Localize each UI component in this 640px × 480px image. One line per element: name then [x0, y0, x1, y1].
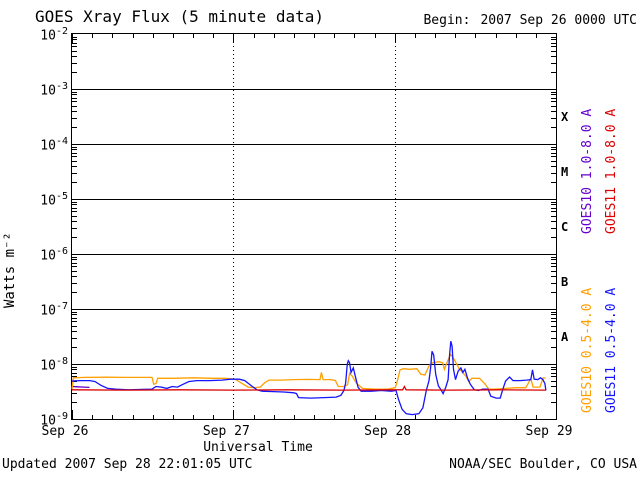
begin-value: 2007 Sep 26 0000 UTC [480, 13, 637, 28]
y-tick-label: 10-9 [40, 411, 68, 429]
series-goes10-0-5-4-0-a [71, 353, 546, 390]
series-goes10-1-0-8-0-a [71, 385, 90, 389]
y-tick-label: 10-7 [40, 301, 68, 319]
page-title: GOES Xray Flux (5 minute data) [35, 7, 324, 26]
y-axis-label: Watts m⁻² [2, 232, 18, 308]
series-goes11-0-5-4-0-a [71, 341, 547, 416]
updated-timestamp: Updated 2007 Sep 28 22:01:05 UTC [2, 457, 253, 472]
plot-border [71, 33, 557, 420]
flare-class-letter-c: C [561, 219, 569, 234]
y-tick-label: 10-4 [40, 136, 68, 154]
x-tick-label: Sep 28 [364, 424, 412, 439]
y-tick-label: 10-3 [40, 81, 68, 99]
x-axis-label: Universal Time [203, 440, 313, 455]
legend-goes11-0-5-4-0-a: GOES11 0.5-4.0 A [604, 287, 619, 413]
y-tick-label: 10-8 [40, 356, 68, 374]
begin-label: Begin: [423, 13, 471, 28]
y-tick-label: 10-5 [40, 191, 68, 209]
y-tick-label: 10-2 [40, 26, 68, 44]
x-tick-label: Sep 27 [202, 424, 250, 439]
flare-class-letter-a: A [561, 329, 569, 344]
flare-class-letter-m: M [561, 164, 569, 179]
source-attribution: NOAA/SEC Boulder, CO USA [449, 457, 637, 472]
series-goes11-1-0-8-0-a [71, 385, 546, 391]
legend-goes11-1-0-8-0-a: GOES11 1.0-8.0 A [604, 108, 619, 234]
flare-class-letter-b: B [561, 274, 569, 289]
y-tick-label: 10-6 [40, 246, 68, 264]
legend-goes10-1-0-8-0-a: GOES10 1.0-8.0 A [580, 108, 595, 234]
x-tick-label: Sep 26 [41, 424, 89, 439]
flare-class-letter-x: X [561, 109, 569, 124]
x-tick-label: Sep 29 [525, 424, 573, 439]
begin-timestamp: Begin: 2007 Sep 26 0000 UTC [423, 13, 637, 28]
legend-goes10-0-5-4-0-a: GOES10 0.5-4.0 A [580, 287, 595, 413]
